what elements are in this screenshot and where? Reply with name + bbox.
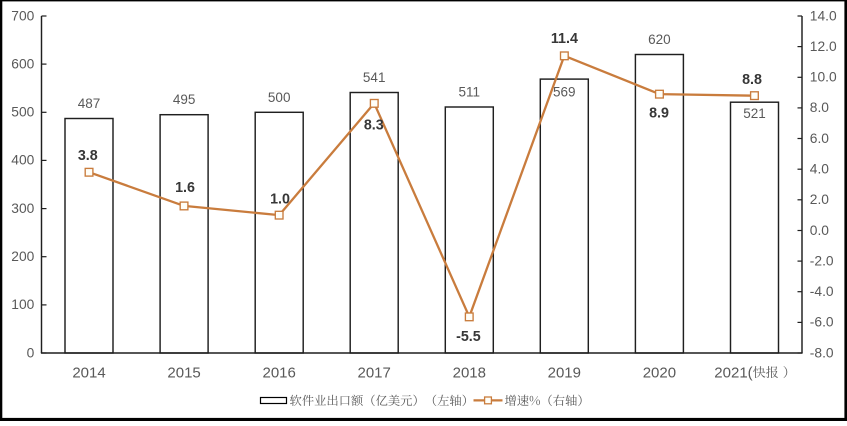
- svg-text:495: 495: [173, 92, 196, 107]
- svg-text:600: 600: [11, 56, 34, 71]
- svg-text:500: 500: [268, 90, 291, 105]
- svg-text:10.0: 10.0: [810, 70, 837, 85]
- svg-text:-2.0: -2.0: [810, 253, 834, 268]
- svg-text:-5.5: -5.5: [456, 329, 481, 345]
- svg-text:2016: 2016: [263, 365, 296, 382]
- svg-text:2021(: 2021(: [714, 365, 752, 382]
- svg-text:400: 400: [11, 153, 34, 168]
- svg-text:14.0: 14.0: [810, 8, 837, 23]
- svg-text:511: 511: [459, 85, 481, 100]
- svg-text:541: 541: [363, 70, 386, 85]
- svg-text:1.0: 1.0: [270, 191, 290, 207]
- svg-text:300: 300: [11, 201, 34, 216]
- svg-text:2015: 2015: [167, 365, 200, 382]
- svg-text:2020: 2020: [643, 365, 676, 382]
- svg-text:620: 620: [648, 32, 671, 47]
- svg-text:8.9: 8.9: [649, 106, 669, 122]
- svg-text:2014: 2014: [72, 365, 105, 382]
- svg-text:2018: 2018: [453, 365, 486, 382]
- svg-text:700: 700: [11, 8, 34, 23]
- svg-text:1.6: 1.6: [175, 180, 195, 196]
- svg-text:-4.0: -4.0: [810, 284, 834, 299]
- svg-text:2019: 2019: [548, 365, 581, 382]
- svg-text:521: 521: [743, 106, 766, 121]
- svg-text:4.0: 4.0: [810, 162, 830, 177]
- svg-text:100: 100: [11, 297, 34, 312]
- svg-text:12.0: 12.0: [810, 39, 837, 54]
- svg-text:6.0: 6.0: [810, 131, 830, 146]
- svg-text:-6.0: -6.0: [810, 315, 834, 330]
- svg-text:0.0: 0.0: [810, 223, 830, 238]
- svg-text:8.0: 8.0: [810, 100, 830, 115]
- svg-text:500: 500: [11, 105, 34, 120]
- svg-text:11.4: 11.4: [551, 31, 578, 47]
- svg-text:-8.0: -8.0: [810, 345, 834, 360]
- svg-text:8.3: 8.3: [364, 117, 384, 133]
- svg-text:0: 0: [27, 345, 35, 360]
- svg-text:200: 200: [11, 249, 34, 264]
- svg-text:3.8: 3.8: [78, 148, 98, 164]
- svg-text:2017: 2017: [358, 365, 391, 382]
- svg-text:487: 487: [78, 96, 101, 111]
- svg-text:2.0: 2.0: [810, 192, 830, 207]
- svg-text:8.8: 8.8: [742, 72, 762, 88]
- svg-text:569: 569: [553, 85, 576, 100]
